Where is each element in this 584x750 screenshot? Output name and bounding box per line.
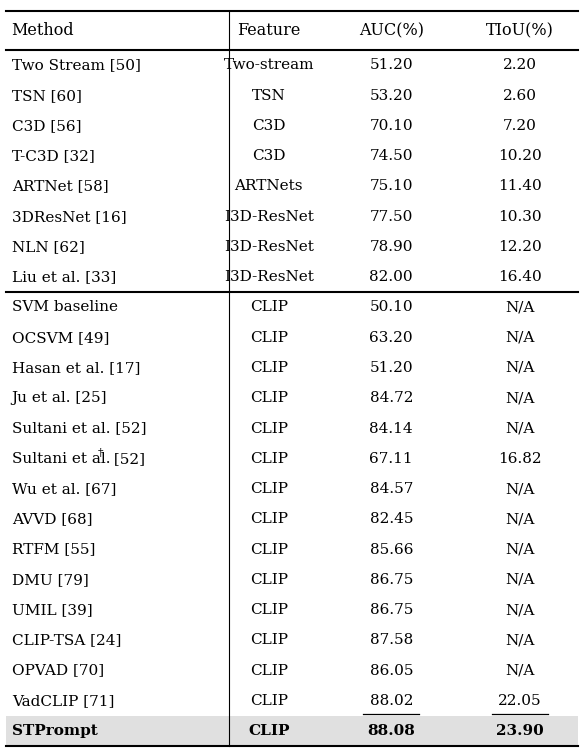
Text: 12.20: 12.20 <box>498 240 541 254</box>
Text: N/A: N/A <box>505 573 534 586</box>
Text: CLIP: CLIP <box>249 664 288 677</box>
Text: Ju et al. [25]: Ju et al. [25] <box>12 392 107 405</box>
Text: Sultani et al.: Sultani et al. <box>12 452 110 466</box>
Text: 86.75: 86.75 <box>370 603 413 617</box>
Text: I3D-ResNet: I3D-ResNet <box>224 270 314 284</box>
Text: C3D [56]: C3D [56] <box>12 119 81 133</box>
Text: N/A: N/A <box>505 392 534 405</box>
Text: 82.45: 82.45 <box>370 512 413 526</box>
Text: CLIP: CLIP <box>249 573 288 586</box>
Text: N/A: N/A <box>505 301 534 314</box>
Text: CLIP: CLIP <box>249 452 288 466</box>
Text: CLIP: CLIP <box>249 482 288 496</box>
Text: N/A: N/A <box>505 331 534 345</box>
Text: N/A: N/A <box>505 664 534 677</box>
Text: 3DResNet [16]: 3DResNet [16] <box>12 210 126 224</box>
Text: I3D-ResNet: I3D-ResNet <box>224 240 314 254</box>
Text: CLIP: CLIP <box>249 694 288 708</box>
Text: N/A: N/A <box>505 633 534 647</box>
Text: 67.11: 67.11 <box>370 452 413 466</box>
Text: TSN: TSN <box>252 88 286 103</box>
Text: CLIP: CLIP <box>249 301 288 314</box>
Text: 53.20: 53.20 <box>370 88 413 103</box>
Text: NLN [62]: NLN [62] <box>12 240 85 254</box>
Text: Two Stream [50]: Two Stream [50] <box>12 58 141 73</box>
Text: Method: Method <box>12 22 74 39</box>
Text: T-C3D [32]: T-C3D [32] <box>12 149 95 164</box>
Text: 88.08: 88.08 <box>367 724 415 738</box>
Text: 50.10: 50.10 <box>370 301 413 314</box>
Text: N/A: N/A <box>505 482 534 496</box>
Text: 2.20: 2.20 <box>503 58 537 73</box>
Text: 7.20: 7.20 <box>503 119 537 133</box>
Text: N/A: N/A <box>505 542 534 556</box>
Text: ARTNet [58]: ARTNet [58] <box>12 179 108 194</box>
Text: CLIP: CLIP <box>249 422 288 436</box>
Text: 86.75: 86.75 <box>370 573 413 586</box>
Text: 84.57: 84.57 <box>370 482 413 496</box>
Text: 78.90: 78.90 <box>370 240 413 254</box>
Text: 74.50: 74.50 <box>370 149 413 164</box>
Text: STPrompt: STPrompt <box>12 724 98 738</box>
Text: 88.02: 88.02 <box>370 694 413 708</box>
Text: SVM baseline: SVM baseline <box>12 301 118 314</box>
Text: 22.05: 22.05 <box>498 694 541 708</box>
Text: UMIL [39]: UMIL [39] <box>12 603 92 617</box>
Text: [52]: [52] <box>109 452 145 466</box>
Text: AUC(%): AUC(%) <box>359 22 424 39</box>
Text: I3D-ResNet: I3D-ResNet <box>224 210 314 224</box>
Text: OPVAD [70]: OPVAD [70] <box>12 664 104 677</box>
Text: CLIP: CLIP <box>248 724 290 738</box>
Text: CLIP: CLIP <box>249 331 288 345</box>
Text: 86.05: 86.05 <box>370 664 413 677</box>
Text: 63.20: 63.20 <box>370 331 413 345</box>
Text: C3D: C3D <box>252 119 286 133</box>
Text: 84.14: 84.14 <box>370 422 413 436</box>
Text: CLIP: CLIP <box>249 392 288 405</box>
Text: TIoU(%): TIoU(%) <box>486 22 554 39</box>
Text: 87.58: 87.58 <box>370 633 413 647</box>
Text: OCSVM [49]: OCSVM [49] <box>12 331 109 345</box>
Text: 70.10: 70.10 <box>370 119 413 133</box>
Text: 16.40: 16.40 <box>498 270 541 284</box>
Text: 75.10: 75.10 <box>370 179 413 194</box>
Text: CLIP: CLIP <box>249 542 288 556</box>
Text: CLIP: CLIP <box>249 633 288 647</box>
Text: DMU [79]: DMU [79] <box>12 573 88 586</box>
Text: 10.20: 10.20 <box>498 149 541 164</box>
Text: 51.20: 51.20 <box>370 361 413 375</box>
Text: N/A: N/A <box>505 422 534 436</box>
Text: 2.60: 2.60 <box>503 88 537 103</box>
Text: 84.72: 84.72 <box>370 392 413 405</box>
Text: †: † <box>98 448 103 458</box>
Text: N/A: N/A <box>505 512 534 526</box>
Text: CLIP: CLIP <box>249 512 288 526</box>
Text: CLIP: CLIP <box>249 603 288 617</box>
Text: TSN [60]: TSN [60] <box>12 88 82 103</box>
Text: 85.66: 85.66 <box>370 542 413 556</box>
Text: 16.82: 16.82 <box>498 452 541 466</box>
Text: VadCLIP [71]: VadCLIP [71] <box>12 694 114 708</box>
Text: CLIP-TSA [24]: CLIP-TSA [24] <box>12 633 121 647</box>
Text: 82.00: 82.00 <box>370 270 413 284</box>
Text: Liu et al. [33]: Liu et al. [33] <box>12 270 116 284</box>
Text: CLIP: CLIP <box>249 361 288 375</box>
Text: 11.40: 11.40 <box>498 179 541 194</box>
Text: 77.50: 77.50 <box>370 210 413 224</box>
Text: RTFM [55]: RTFM [55] <box>12 542 95 556</box>
Text: 51.20: 51.20 <box>370 58 413 73</box>
Text: N/A: N/A <box>505 361 534 375</box>
Text: 23.90: 23.90 <box>496 724 544 738</box>
Text: Sultani et al. [52]: Sultani et al. [52] <box>12 422 146 436</box>
Text: Wu et al. [67]: Wu et al. [67] <box>12 482 116 496</box>
Bar <box>6 716 578 746</box>
Text: AVVD [68]: AVVD [68] <box>12 512 92 526</box>
Text: N/A: N/A <box>505 603 534 617</box>
Text: C3D: C3D <box>252 149 286 164</box>
Text: Feature: Feature <box>237 22 300 39</box>
Text: 10.30: 10.30 <box>498 210 541 224</box>
Text: ARTNets: ARTNets <box>234 179 303 194</box>
Text: Hasan et al. [17]: Hasan et al. [17] <box>12 361 140 375</box>
Text: Two-stream: Two-stream <box>224 58 314 73</box>
